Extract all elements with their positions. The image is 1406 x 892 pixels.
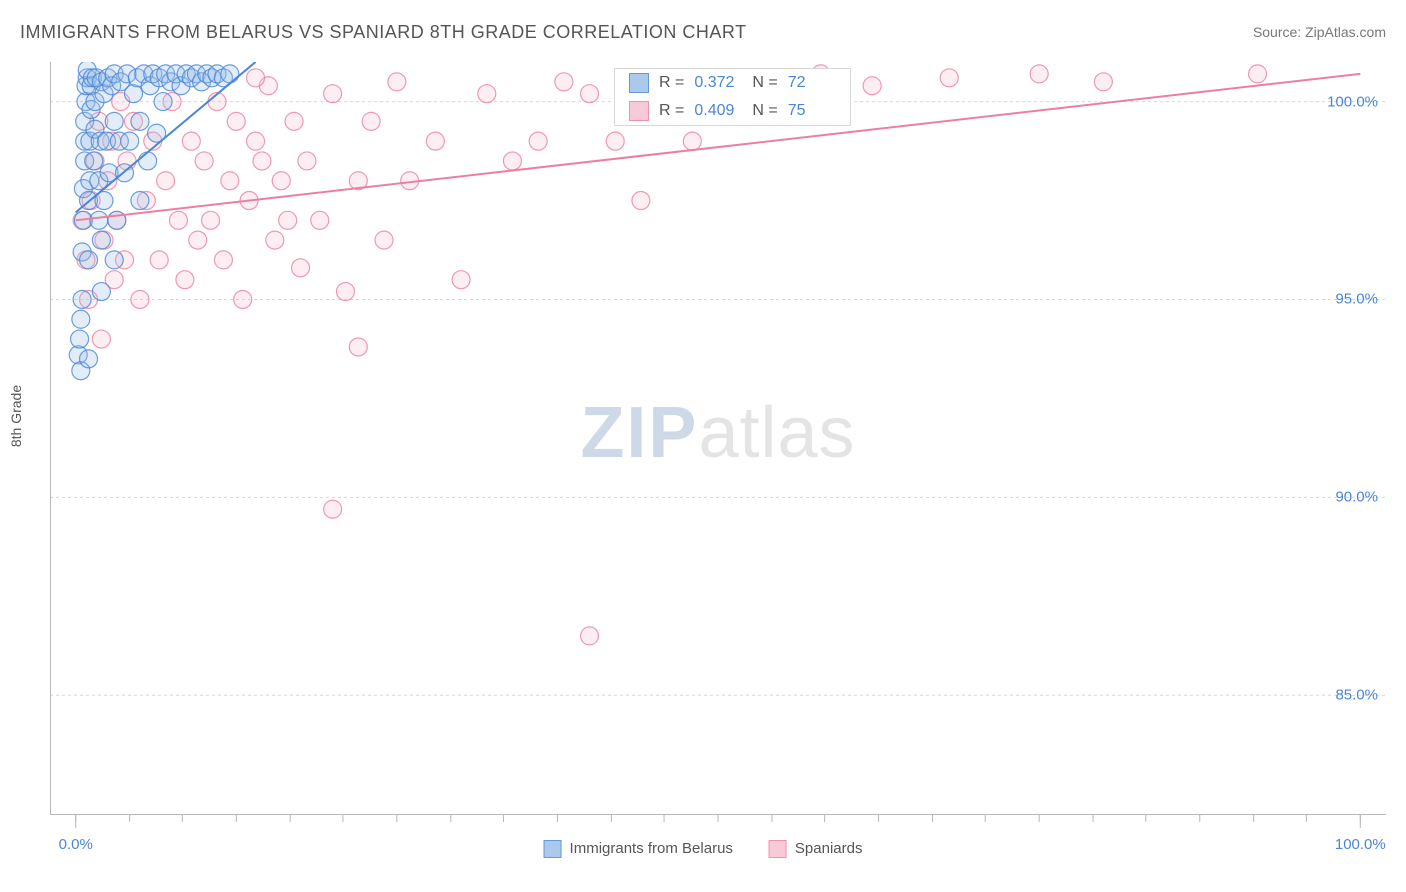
data-point [72, 310, 90, 328]
data-point [92, 283, 110, 301]
data-point [452, 271, 470, 289]
legend-swatch [544, 840, 562, 858]
data-point [285, 112, 303, 130]
legend-item: Immigrants from Belarus [544, 840, 733, 858]
data-point [324, 500, 342, 518]
data-point [221, 172, 239, 190]
data-point [189, 231, 207, 249]
r-value: 0.372 [694, 74, 742, 92]
r-value: 0.409 [694, 102, 742, 120]
data-point [581, 627, 599, 645]
data-point [154, 93, 172, 111]
data-point [1094, 73, 1112, 91]
data-point [139, 152, 157, 170]
data-point [105, 112, 123, 130]
y-tick-label: 95.0% [1335, 291, 1378, 308]
series-legend: Immigrants from Belarus Spaniards [544, 840, 863, 858]
legend-label: Spaniards [795, 840, 863, 857]
data-point [632, 192, 650, 210]
n-label: N = [752, 74, 777, 92]
data-point [388, 73, 406, 91]
legend-swatch [769, 840, 787, 858]
data-point [80, 350, 98, 368]
data-point [157, 172, 175, 190]
data-point [121, 132, 139, 150]
r-label: R = [659, 74, 684, 92]
y-tick-label: 100.0% [1327, 93, 1378, 110]
data-point [169, 211, 187, 229]
data-point [131, 192, 149, 210]
data-point [227, 112, 245, 130]
data-point [362, 112, 380, 130]
data-point [279, 211, 297, 229]
legend-swatch [629, 73, 649, 93]
data-point [253, 152, 271, 170]
data-point [150, 251, 168, 269]
correlation-stats-legend: R = 0.372 N = 72 R = 0.409 N = 75 [614, 68, 851, 126]
n-label: N = [752, 102, 777, 120]
data-point [71, 330, 89, 348]
chart-header: IMMIGRANTS FROM BELARUS VS SPANIARD 8TH … [0, 0, 1406, 62]
data-point [202, 211, 220, 229]
data-point [92, 231, 110, 249]
data-point [234, 290, 252, 308]
chart-title: IMMIGRANTS FROM BELARUS VS SPANIARD 8TH … [20, 22, 747, 43]
data-point [272, 172, 290, 190]
data-point [863, 77, 881, 95]
data-point [266, 231, 284, 249]
scatter-chart-svg [50, 62, 1386, 834]
legend-label: Immigrants from Belarus [570, 840, 733, 857]
data-point [503, 152, 521, 170]
data-point [182, 132, 200, 150]
source-name: ZipAtlas.com [1305, 24, 1386, 40]
data-point [426, 132, 444, 150]
n-value: 75 [788, 102, 836, 120]
x-tick-label: 0.0% [59, 836, 93, 890]
data-point [375, 231, 393, 249]
source-attribution: Source: ZipAtlas.com [1237, 8, 1386, 56]
x-tick-label: 100.0% [1335, 836, 1386, 890]
data-point [92, 330, 110, 348]
data-point [90, 211, 108, 229]
data-point [555, 73, 573, 91]
y-tick-label: 85.0% [1335, 687, 1378, 704]
data-point [349, 338, 367, 356]
data-point [176, 271, 194, 289]
data-point [85, 152, 103, 170]
n-value: 72 [788, 74, 836, 92]
data-point [940, 69, 958, 87]
data-point [131, 112, 149, 130]
data-point [1249, 65, 1267, 83]
data-point [683, 132, 701, 150]
legend-item: Spaniards [769, 840, 863, 858]
data-point [80, 251, 98, 269]
legend-swatch [629, 101, 649, 121]
data-point [529, 132, 547, 150]
data-point [221, 65, 239, 83]
data-point [247, 132, 265, 150]
chart-plot-area: ZIPatlas R = 0.372N = 72R = 0.409N = 75 … [50, 62, 1386, 834]
data-point [131, 290, 149, 308]
data-point [73, 290, 91, 308]
data-point [292, 259, 310, 277]
data-point [324, 85, 342, 103]
stat-legend-row: R = 0.409 N = 75 [615, 97, 850, 125]
data-point [478, 85, 496, 103]
data-point [298, 152, 316, 170]
data-point [581, 85, 599, 103]
stat-legend-row: R = 0.372 N = 72 [615, 69, 850, 97]
y-axis-label: 8th Grade [8, 385, 24, 447]
source-prefix: Source: [1253, 24, 1305, 40]
r-label: R = [659, 102, 684, 120]
data-point [1030, 65, 1048, 83]
y-tick-label: 90.0% [1335, 489, 1378, 506]
data-point [336, 283, 354, 301]
data-point [105, 251, 123, 269]
data-point [195, 152, 213, 170]
data-point [311, 211, 329, 229]
data-point [247, 69, 265, 87]
data-point [214, 251, 232, 269]
data-point [125, 85, 143, 103]
data-point [606, 132, 624, 150]
